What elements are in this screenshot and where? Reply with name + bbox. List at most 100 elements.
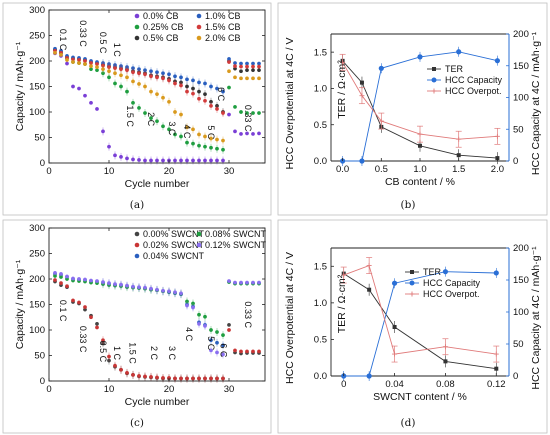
data-point <box>167 289 171 294</box>
y-right-tick-label: 50 <box>513 124 524 135</box>
legend: 0.0% CB0.25% CB0.5% CB 1.0% CB1.5% CB2.0%… <box>134 11 241 43</box>
rate-label: 0.33 C <box>78 20 88 47</box>
data-point <box>143 72 147 77</box>
legend-marker <box>431 77 437 83</box>
ter-axis-label: TER / Ω·cm² <box>336 60 348 119</box>
data-point <box>359 158 365 164</box>
data-point <box>113 363 117 368</box>
data-point <box>391 280 398 286</box>
y-tick-label: 250 <box>29 249 45 260</box>
data-point <box>101 129 105 134</box>
data-point <box>137 158 141 162</box>
data-point <box>131 70 135 75</box>
data-point <box>203 314 207 319</box>
data-point <box>251 68 255 73</box>
data-point <box>493 270 499 276</box>
data-point <box>113 71 117 76</box>
data-point <box>95 321 99 326</box>
data-point <box>245 131 249 136</box>
data-point <box>53 50 57 55</box>
data-point <box>179 376 183 381</box>
data-point <box>366 263 372 269</box>
data-point <box>125 370 129 375</box>
data-point <box>392 351 398 357</box>
y-right-axis-label: HCC Capacity at 4C / mAh·g⁻¹ <box>530 31 542 175</box>
data-point <box>245 68 249 73</box>
data-point <box>417 54 423 60</box>
data-point <box>143 111 147 115</box>
data-point <box>185 158 189 163</box>
panel-caption-d: (d) <box>401 417 416 429</box>
rate-label: 1 C <box>112 346 122 361</box>
data-point <box>173 132 177 137</box>
rate-label: 4 C <box>184 327 194 342</box>
data-point <box>155 92 159 97</box>
legend-label: HCC Capacity <box>445 75 503 85</box>
y-right-axis-label: HCC Capacity at 4C / mAh·g⁻¹ <box>530 246 542 390</box>
data-point <box>65 61 69 66</box>
rate-chart-a: 0 50 100 150 200 250 300 0 10 20 30 Cycle number Cap… <box>14 5 266 190</box>
data-point <box>149 286 153 291</box>
data-point <box>185 376 189 381</box>
y-right-tick-label: 150 <box>513 61 529 72</box>
y-right-tick-label: 0 <box>513 371 518 382</box>
x-tick-label: 20 <box>164 166 175 177</box>
data-point <box>173 74 177 79</box>
data-point <box>251 111 255 115</box>
series-line <box>342 51 498 162</box>
data-point <box>179 291 183 296</box>
data-point <box>107 75 111 80</box>
legend-marker <box>409 280 415 286</box>
data-point <box>119 67 123 72</box>
data-point <box>251 64 255 69</box>
x-tick-label: 1.0 <box>413 164 426 175</box>
series-line <box>342 62 498 140</box>
y-left-tick-label: 1.5 <box>314 261 327 272</box>
data-point <box>179 112 183 117</box>
data-point <box>179 158 183 163</box>
data-point <box>77 300 81 305</box>
data-point <box>161 158 165 163</box>
legend-label: TER <box>445 64 464 74</box>
data-point <box>245 280 249 285</box>
rate-label: 4 C <box>182 124 192 139</box>
content-chart-b: 0.0 0.5 1.0 1.5 0 50 100 150 200 0.0 0.5 1.0 1.5 2.0 C… <box>284 29 542 188</box>
x-tick-label: 2.0 <box>491 164 504 175</box>
data-point <box>155 75 159 80</box>
data-point <box>179 75 183 80</box>
legend-marker <box>134 24 140 30</box>
data-point <box>197 312 201 317</box>
data-point <box>95 65 99 70</box>
panel-frame-c <box>2 219 272 434</box>
data-point <box>83 93 87 98</box>
data-point <box>71 60 75 64</box>
y-right-tick-label: 200 <box>513 29 529 40</box>
rate-label: 2 C <box>146 112 156 127</box>
rate-label: 1.5 C <box>127 342 137 364</box>
data-point <box>257 68 261 73</box>
legend-label: 0.08% SWCNT <box>205 229 267 239</box>
data-point <box>101 280 105 284</box>
data-point <box>179 83 183 88</box>
data-point <box>227 112 231 117</box>
data-point <box>233 64 237 69</box>
data-point <box>251 280 255 285</box>
legend-label: HCC Capacity <box>423 278 481 288</box>
data-point <box>359 93 365 99</box>
data-point <box>107 354 111 359</box>
data-point <box>359 80 364 85</box>
data-point <box>149 89 153 94</box>
data-point <box>456 49 462 55</box>
data-point <box>341 272 347 278</box>
series-2-0-cb <box>53 50 261 145</box>
legend-label: 0.25% CB <box>143 22 184 32</box>
x-tick-label: 0.04 <box>385 379 404 390</box>
legend-marker <box>196 35 202 41</box>
data-point <box>197 376 201 381</box>
data-point <box>227 279 231 283</box>
x-tick-label: 0.5 <box>375 164 388 175</box>
legend-marker <box>196 231 202 237</box>
data-point <box>185 140 189 145</box>
